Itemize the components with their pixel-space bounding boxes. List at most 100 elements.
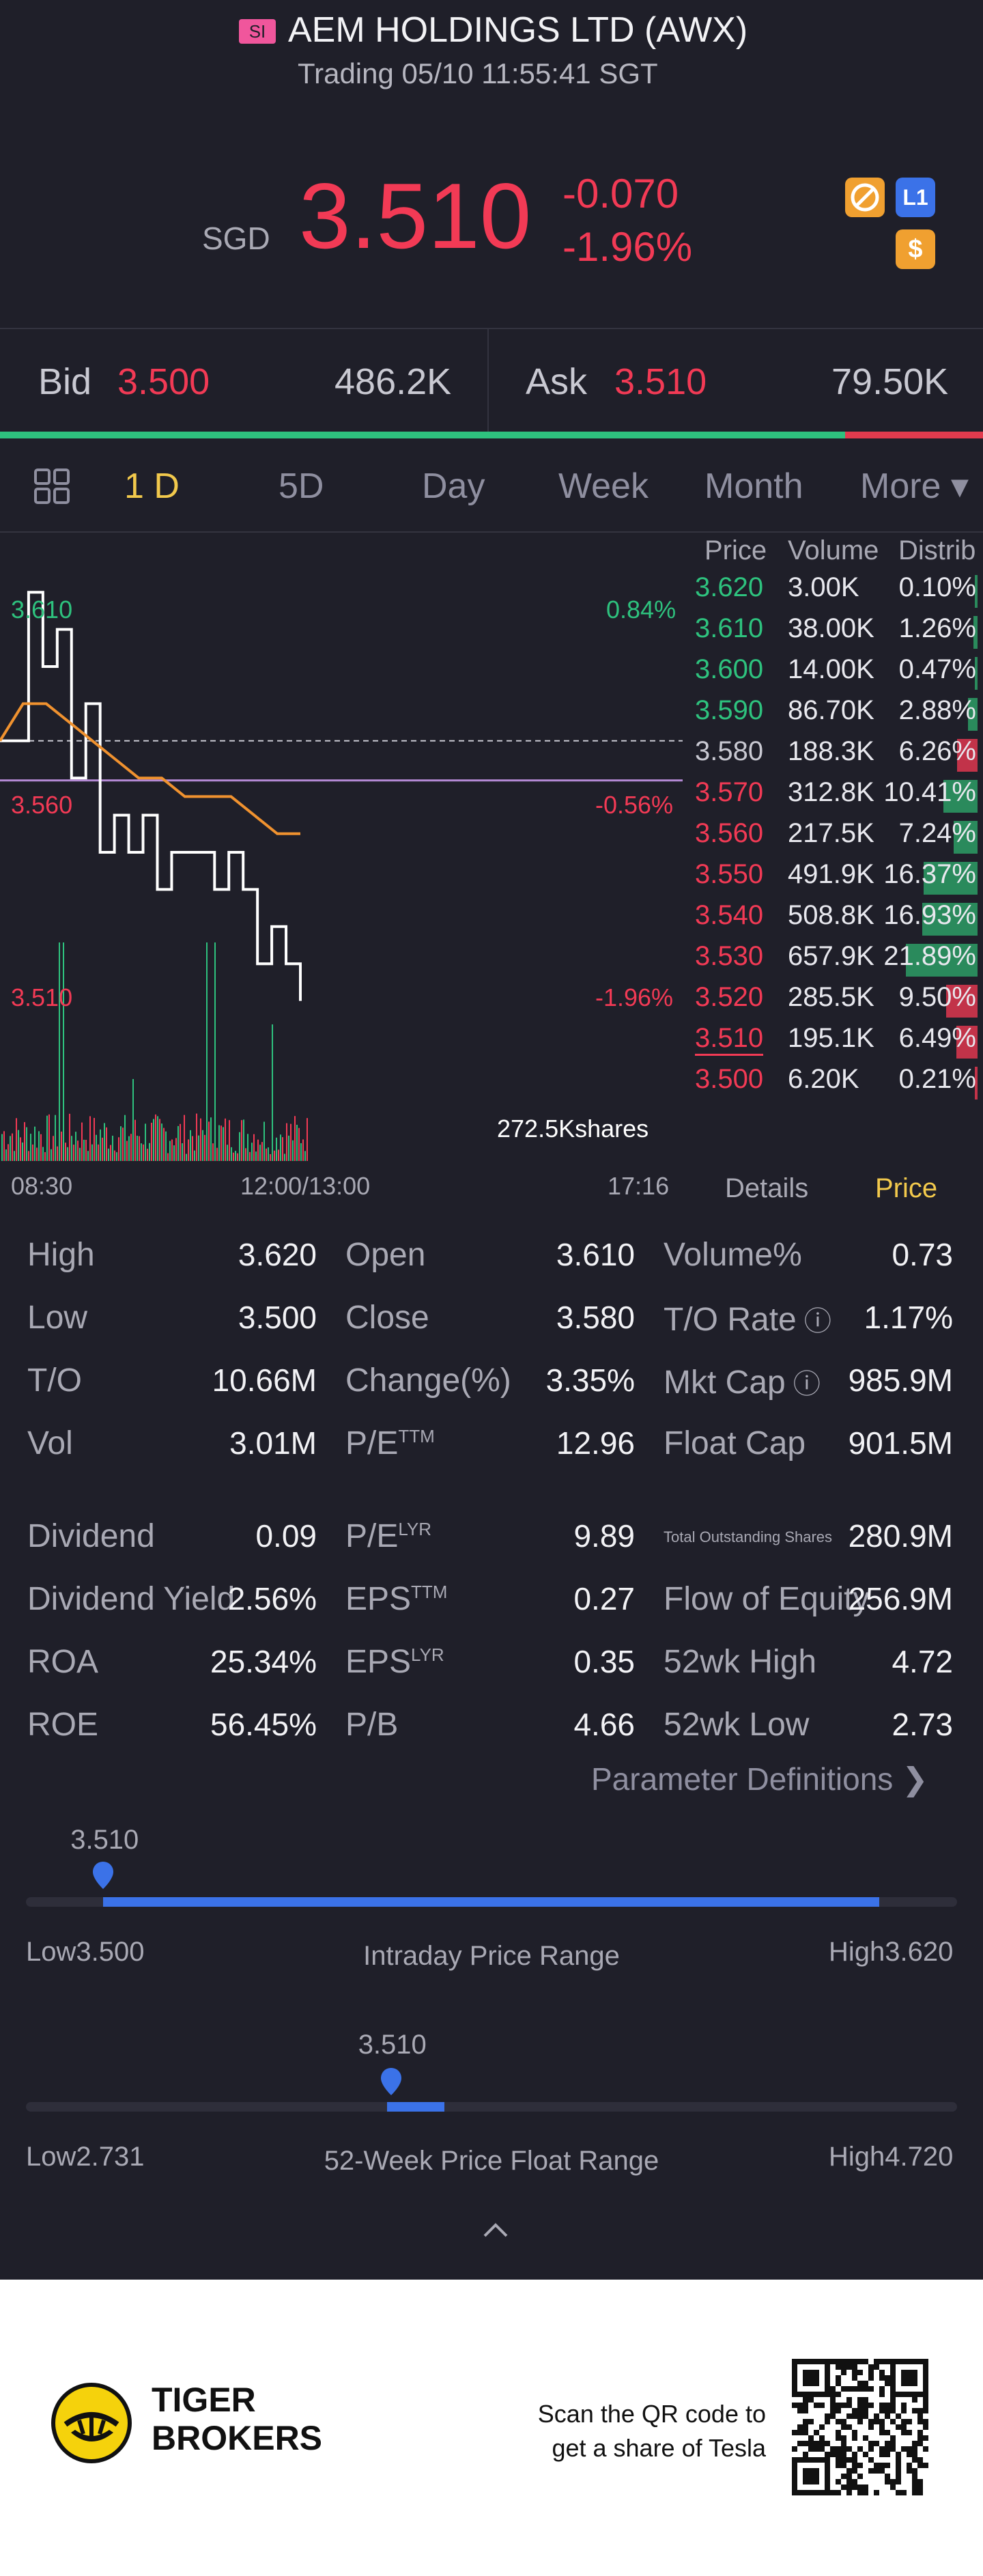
volume-bar (192, 1136, 193, 1161)
price-label-mid: 3.560 (11, 791, 73, 819)
volume-bar (241, 1120, 242, 1161)
qr-module (852, 2435, 857, 2441)
qr-module (923, 2381, 928, 2386)
qr-code[interactable] (792, 2359, 928, 2495)
distribution-bar (922, 903, 978, 936)
qr-module (808, 2490, 814, 2495)
qr-module (797, 2441, 803, 2446)
qr-module (912, 2490, 917, 2495)
qr-module (896, 2392, 901, 2397)
qr-module (825, 2463, 830, 2468)
tab-week[interactable]: Week (558, 466, 649, 506)
qr-module (841, 2446, 846, 2452)
qr-module (797, 2490, 803, 2495)
qr-module (846, 2484, 852, 2490)
qr-module (792, 2474, 797, 2479)
volume-bar (69, 1113, 70, 1161)
volume-bar (75, 1132, 76, 1161)
qr-module (841, 2359, 846, 2364)
stat-value: 0.27 (573, 1581, 635, 1616)
qr-module (874, 2419, 879, 2424)
parameter-definitions-link[interactable]: Parameter Definitions ❯ (591, 1761, 928, 1797)
level1-icon[interactable]: L1 (896, 178, 935, 217)
tab-5d[interactable]: 5D (279, 466, 324, 506)
qr-module (803, 2474, 808, 2479)
volume-bar (198, 1135, 199, 1161)
volume-bar (124, 1115, 126, 1161)
tab-day[interactable]: Day (422, 466, 485, 506)
tab-1d[interactable]: 1 D (124, 466, 180, 506)
stat-label: P/ELYR (345, 1517, 431, 1555)
ob-volume: 491.9K (788, 859, 874, 889)
qr-module (917, 2413, 923, 2419)
qr-module (885, 2381, 890, 2386)
average-line (0, 702, 300, 835)
ob-volume: 188.3K (788, 736, 874, 766)
qr-module (792, 2375, 797, 2381)
qr-module (874, 2490, 879, 2495)
qr-module (819, 2446, 825, 2452)
qr-module (846, 2490, 852, 2495)
stat-label-text: EPS (345, 1581, 412, 1617)
qr-module (863, 2408, 868, 2413)
info-icon[interactable]: ⓘ (796, 1306, 831, 1336)
volume-bar (194, 1150, 195, 1161)
stat-label: EPSLYR (345, 1643, 444, 1681)
qr-module (901, 2381, 907, 2386)
volume-bar (122, 1128, 124, 1161)
qr-module (890, 2359, 896, 2364)
qr-module (923, 2419, 928, 2424)
details-tab[interactable]: Details (725, 1173, 809, 1203)
chevron-up-icon[interactable] (482, 2221, 509, 2242)
volume-bar (145, 1123, 146, 1161)
volume-bar (102, 1137, 103, 1161)
price-tab[interactable]: Price (875, 1173, 938, 1203)
tab-month[interactable]: Month (704, 466, 803, 506)
bid-price: 3.500 (117, 361, 210, 402)
qr-module (885, 2375, 890, 2381)
ob-distribution: 1.26% (898, 613, 976, 643)
volume-bar (8, 1144, 9, 1161)
qr-module (825, 2413, 830, 2419)
qr-module (808, 2446, 814, 2452)
stat-label: T/O (27, 1362, 82, 1399)
qr-module (819, 2392, 825, 2397)
distribution-bar (975, 575, 978, 608)
ob-header-price: Price (704, 535, 767, 565)
grid-icon[interactable] (33, 467, 71, 509)
volume-bar (149, 1143, 150, 1161)
qr-module (879, 2408, 885, 2413)
qr-module (907, 2392, 912, 2397)
last-price: 3.510 (299, 164, 532, 268)
volume-bar (44, 1151, 46, 1161)
qr-module (923, 2364, 928, 2370)
qr-module (890, 2441, 896, 2446)
stat-label: Volume% (664, 1236, 802, 1274)
stat-value: 0.09 (255, 1518, 317, 1554)
qr-module (863, 2452, 868, 2457)
info-icon[interactable]: ⓘ (785, 1369, 821, 1399)
qr-module (846, 2397, 852, 2403)
volume-bar (206, 942, 208, 1161)
qr-module (830, 2452, 836, 2457)
qr-module (896, 2457, 901, 2463)
qr-module (808, 2359, 814, 2364)
qr-module (830, 2413, 836, 2419)
qr-module (814, 2441, 819, 2446)
qr-module (803, 2392, 808, 2397)
volume-bar (243, 1119, 244, 1161)
qr-module (896, 2359, 901, 2364)
qr-module (885, 2413, 890, 2419)
qr-module (792, 2392, 797, 2397)
price-chart-svg[interactable] (0, 533, 683, 1175)
tab-more[interactable]: More ▾ (860, 466, 969, 506)
dollar-icon[interactable]: $ (896, 229, 935, 269)
stat-value: 25.34% (210, 1644, 317, 1679)
qr-module (808, 2457, 814, 2463)
volume-bar (67, 1147, 68, 1161)
no-trading-icon[interactable] (845, 178, 885, 217)
volume-bar (290, 1123, 291, 1161)
qr-module (819, 2457, 825, 2463)
distribution-bar (968, 698, 978, 731)
qr-module (907, 2446, 912, 2452)
